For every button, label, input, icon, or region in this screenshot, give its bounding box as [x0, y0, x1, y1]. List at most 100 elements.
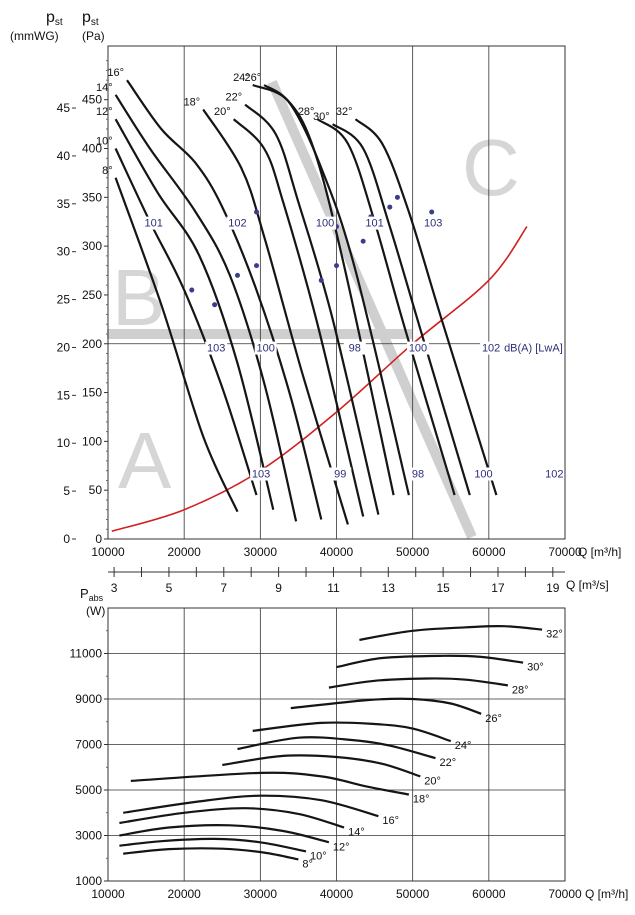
system-curve: [111, 226, 528, 532]
top-y-title-mm: pst (mmWG): [10, 9, 63, 43]
dba-label: 101: [145, 218, 163, 230]
power-curve-8deg: [123, 847, 299, 861]
power-curve-18deg: [130, 771, 410, 796]
top-x-tick-label: 50000: [396, 545, 430, 559]
lower-plot-axes: 1000 3000 5000 7000 9000 11000 10000 20000 30000…: [70, 607, 582, 901]
y-pa-tick-label: 350: [82, 190, 102, 204]
power-curve-label: 14°: [348, 827, 365, 839]
bottom-y-title: Pabs (W): [80, 586, 105, 618]
y-mm-tick-label: 25: [57, 293, 71, 307]
fan-curve-label: 24°: [233, 72, 250, 84]
power-curve-30deg: [336, 654, 524, 669]
bottom-x-title: Q [m³/h]: [585, 887, 628, 901]
x2-tick-label: 7: [220, 581, 227, 595]
y-pa-tick-label: 100: [82, 434, 102, 448]
power-curve-label: 8°: [302, 858, 313, 870]
top-x-tick-label: 20000: [167, 545, 201, 559]
bottom-y-tick-label: 3000: [75, 829, 102, 843]
dba-label: 100: [316, 218, 334, 230]
upper-plot-grid: [108, 46, 565, 539]
dba-unit-bg: [502, 341, 575, 355]
y-pa-tick-label: 450: [82, 93, 102, 107]
bottom-y-title-sub: abs: [89, 593, 104, 603]
fan-curve-28deg: [316, 118, 456, 496]
fan-curve-26deg: [263, 84, 410, 496]
fan-curve-label: 20°: [214, 106, 231, 118]
power-curve-label: 28°: [512, 684, 529, 696]
operating-point-marker: [254, 263, 260, 269]
upper-plot-axes: 0501001502002503003504004500510152025303…: [57, 45, 582, 595]
dba-label-bg: [422, 216, 445, 230]
power-curve-label: 12°: [333, 841, 350, 853]
x2-tick-label: 13: [382, 581, 396, 595]
power-curve-label: 24°: [455, 740, 472, 752]
top-x-tick-label: 60000: [472, 545, 506, 559]
x2-tick-label: 17: [491, 581, 505, 595]
bottom-x-tick-label: 10000: [91, 887, 125, 901]
bottom-y-title-symbol: P: [80, 586, 89, 601]
dba-label-bg: [472, 467, 495, 481]
power-curve-32deg: [359, 625, 543, 641]
fan-curve-label: 12°: [96, 106, 113, 118]
operating-point-marker: [318, 277, 324, 283]
dba-label-bg: [254, 341, 277, 355]
y-mm-tick-label: 30: [57, 245, 71, 259]
dba-label: 103: [424, 218, 442, 230]
y-mm-tick-label: 0: [63, 532, 70, 546]
fan-curve-label: 32°: [336, 106, 353, 118]
dba-label: 100: [474, 468, 492, 480]
dba-label: 102: [228, 218, 246, 230]
y-mm-tick-label: 35: [57, 197, 71, 211]
y-mm-tick-label: 20: [57, 340, 71, 354]
power-curve-label: 18°: [413, 794, 430, 806]
fan-curve-label: 26°: [245, 72, 262, 84]
operating-point-marker: [360, 238, 366, 244]
fan-curve-22deg: [244, 103, 380, 515]
fan-curve-18deg: [202, 108, 349, 525]
dba-label: 103: [207, 343, 225, 355]
y-mm-tick-label: 40: [57, 149, 71, 163]
dba-label-bg: [226, 216, 249, 230]
power-curve-28deg: [328, 677, 509, 689]
y-pa-tick-label: 150: [82, 386, 102, 400]
y-pa-tick-label: 400: [82, 142, 102, 156]
operating-point-marker: [212, 302, 218, 308]
bottom-x-tick-label: 60000: [472, 887, 506, 901]
top-plot-frame: [107, 45, 566, 540]
fan-curve-14deg: [114, 94, 298, 522]
power-curve-24deg: [252, 721, 452, 743]
zone-label-a: A: [118, 416, 172, 505]
y-title-pa-sub: st: [91, 17, 99, 28]
x2-tick-label: 9: [275, 581, 282, 595]
operating-point-marker: [334, 263, 339, 269]
x2-tick-label: 5: [166, 581, 173, 595]
dba-label-bg: [343, 341, 366, 355]
top-x-tick-label: 70000: [548, 545, 582, 559]
x2-tick-label: 15: [436, 581, 450, 595]
svg-text:pst: pst: [46, 9, 63, 28]
zones: A B C: [112, 123, 520, 505]
fan-curve-label: 30°: [313, 111, 330, 123]
dba-label: 99: [334, 468, 346, 480]
dba-label-bg: [406, 341, 429, 355]
dba-label: 100: [409, 343, 427, 355]
bottom-y-tick-label: 5000: [75, 783, 102, 797]
fan-curve-12deg: [114, 118, 275, 510]
fan-curve-label: 16°: [107, 67, 124, 79]
y-title-mm-unit: (mmWG): [10, 29, 59, 43]
dba-label-bg: [329, 467, 352, 481]
top-y-title-pa: pst (Pa): [82, 9, 105, 43]
fan-curve-label: 8°: [102, 165, 113, 177]
power-curve-label: 16°: [382, 815, 399, 827]
dba-label: 101: [365, 218, 383, 230]
zone-label-b: B: [112, 253, 165, 342]
y-title-mm-symbol: p: [46, 9, 55, 26]
power-curve-10deg: [119, 837, 307, 853]
operating-point-marker: [387, 204, 393, 210]
fan-curve-8deg: [114, 177, 239, 513]
operating-point-marker: [189, 287, 195, 293]
power-curve-20deg: [222, 754, 421, 778]
dba-label: 100: [256, 343, 274, 355]
dba-label-bg: [142, 216, 165, 230]
